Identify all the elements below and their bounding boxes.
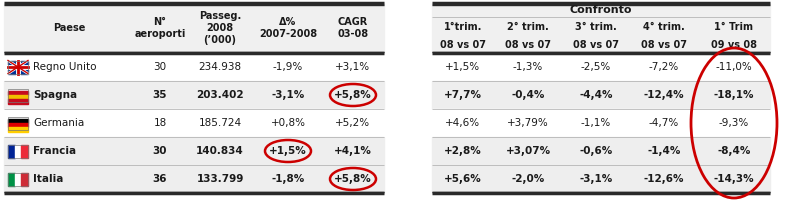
Text: 08 vs 07: 08 vs 07 bbox=[505, 40, 551, 49]
Bar bbox=[432, 53, 770, 81]
Text: -18,1%: -18,1% bbox=[714, 90, 754, 100]
Bar bbox=[4, 137, 384, 165]
Text: -1,3%: -1,3% bbox=[512, 62, 543, 72]
Text: 185.724: 185.724 bbox=[198, 118, 241, 128]
Text: 30: 30 bbox=[153, 62, 167, 72]
Text: -12,6%: -12,6% bbox=[644, 174, 684, 184]
Text: -1,9%: -1,9% bbox=[273, 62, 303, 72]
Text: +4,1%: +4,1% bbox=[334, 146, 372, 156]
Text: +5,2%: +5,2% bbox=[335, 118, 371, 128]
Text: Spagna: Spagna bbox=[33, 90, 77, 100]
Text: +3,1%: +3,1% bbox=[335, 62, 371, 72]
Bar bbox=[432, 165, 770, 193]
Bar bbox=[432, 81, 770, 109]
Text: Germania: Germania bbox=[33, 118, 84, 128]
Bar bbox=[8, 99, 28, 104]
Text: Paese: Paese bbox=[53, 23, 85, 33]
Text: -9,3%: -9,3% bbox=[719, 118, 749, 128]
Bar bbox=[432, 3, 770, 53]
Text: 1° Trim: 1° Trim bbox=[715, 21, 754, 32]
Bar bbox=[8, 119, 28, 123]
Text: -3,1%: -3,1% bbox=[271, 90, 305, 100]
Text: +5,8%: +5,8% bbox=[334, 174, 372, 184]
Text: -4,4%: -4,4% bbox=[579, 90, 613, 100]
Bar bbox=[8, 88, 28, 101]
Text: -3,1%: -3,1% bbox=[579, 174, 613, 184]
Bar bbox=[4, 109, 384, 137]
Text: 1°trim.: 1°trim. bbox=[444, 21, 482, 32]
Text: Italia: Italia bbox=[33, 174, 63, 184]
Text: -2,5%: -2,5% bbox=[581, 62, 611, 72]
Bar bbox=[8, 144, 14, 158]
Text: -7,2%: -7,2% bbox=[649, 62, 679, 72]
Bar bbox=[8, 117, 28, 129]
Text: +3,07%: +3,07% bbox=[505, 146, 550, 156]
Text: -0,4%: -0,4% bbox=[512, 90, 545, 100]
Text: 18: 18 bbox=[153, 118, 167, 128]
Bar bbox=[432, 137, 770, 165]
Bar bbox=[8, 123, 28, 127]
Text: +1,5%: +1,5% bbox=[269, 146, 307, 156]
Text: CAGR
03-08: CAGR 03-08 bbox=[338, 17, 369, 39]
Bar bbox=[8, 144, 28, 158]
Text: -4,7%: -4,7% bbox=[649, 118, 679, 128]
Text: Regno Unito: Regno Unito bbox=[33, 62, 96, 72]
Text: 35: 35 bbox=[152, 90, 168, 100]
Text: 08 vs 07: 08 vs 07 bbox=[440, 40, 486, 49]
Text: 36: 36 bbox=[152, 174, 168, 184]
Text: -12,4%: -12,4% bbox=[644, 90, 684, 100]
Text: 30: 30 bbox=[152, 146, 168, 156]
Text: 2° trim.: 2° trim. bbox=[507, 21, 549, 32]
Text: Δ%
2007-2008: Δ% 2007-2008 bbox=[259, 17, 317, 39]
Text: +7,7%: +7,7% bbox=[444, 90, 482, 100]
Text: -1,1%: -1,1% bbox=[581, 118, 611, 128]
Text: Confronto: Confronto bbox=[569, 5, 632, 15]
Bar bbox=[432, 109, 770, 137]
Text: +5,6%: +5,6% bbox=[444, 174, 482, 184]
Text: 140.834: 140.834 bbox=[196, 146, 244, 156]
Text: +2,8%: +2,8% bbox=[444, 146, 482, 156]
Bar bbox=[8, 95, 28, 99]
Bar bbox=[8, 61, 28, 74]
Text: -2,0%: -2,0% bbox=[512, 174, 545, 184]
Text: -1,4%: -1,4% bbox=[647, 146, 681, 156]
Bar bbox=[14, 144, 22, 158]
Text: N°
aeroporti: N° aeroporti bbox=[134, 17, 186, 39]
Bar bbox=[4, 53, 384, 81]
Text: 4° trim.: 4° trim. bbox=[643, 21, 685, 32]
Text: 133.799: 133.799 bbox=[196, 174, 244, 184]
Text: 09 vs 08: 09 vs 08 bbox=[711, 40, 757, 49]
Bar bbox=[4, 3, 384, 53]
Text: -1,8%: -1,8% bbox=[271, 174, 305, 184]
Text: +4,6%: +4,6% bbox=[445, 118, 480, 128]
Text: -11,0%: -11,0% bbox=[715, 62, 752, 72]
Text: 203.402: 203.402 bbox=[196, 90, 244, 100]
Text: Passeg.
2008
(’000): Passeg. 2008 (’000) bbox=[199, 11, 241, 45]
Bar bbox=[8, 173, 14, 185]
Bar bbox=[8, 61, 28, 74]
Text: +1,5%: +1,5% bbox=[445, 62, 480, 72]
Text: 3° trim.: 3° trim. bbox=[575, 21, 617, 32]
Text: +0,8%: +0,8% bbox=[270, 118, 306, 128]
Text: +5,8%: +5,8% bbox=[334, 90, 372, 100]
Bar bbox=[8, 91, 28, 95]
Bar bbox=[22, 144, 28, 158]
Text: -0,6%: -0,6% bbox=[579, 146, 613, 156]
Text: 08 vs 07: 08 vs 07 bbox=[641, 40, 687, 49]
Text: +3,79%: +3,79% bbox=[507, 118, 549, 128]
Bar bbox=[22, 173, 28, 185]
Text: Francia: Francia bbox=[33, 146, 76, 156]
Text: -14,3%: -14,3% bbox=[714, 174, 755, 184]
Text: -8,4%: -8,4% bbox=[717, 146, 751, 156]
Bar bbox=[8, 173, 28, 185]
Bar bbox=[8, 127, 28, 132]
Text: 234.938: 234.938 bbox=[198, 62, 241, 72]
Bar bbox=[14, 173, 22, 185]
Bar bbox=[4, 165, 384, 193]
Text: 08 vs 07: 08 vs 07 bbox=[573, 40, 619, 49]
Bar bbox=[4, 81, 384, 109]
